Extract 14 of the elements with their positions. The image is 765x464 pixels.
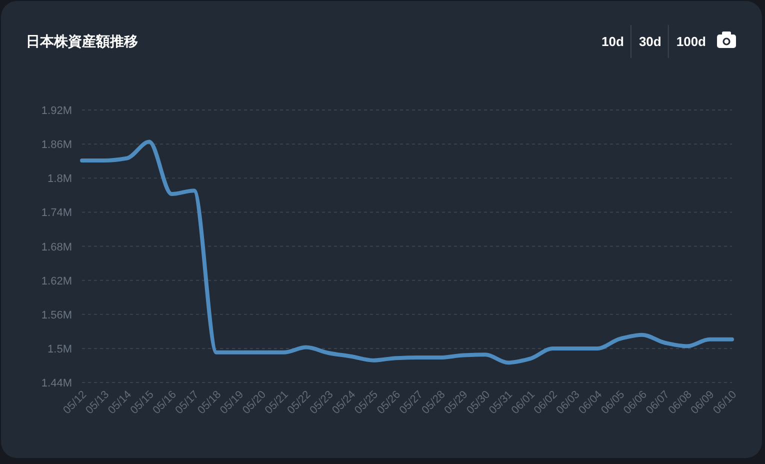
y-tick-label: 1.8M [48, 173, 72, 186]
text: 10d [602, 34, 624, 49]
y-tick-label: 1.5M [48, 343, 72, 356]
y-tick-label: 1.44M [41, 378, 72, 390]
text: 100d [676, 34, 706, 49]
y-tick-label: 1.92M [41, 105, 72, 117]
text: 30d [638, 34, 662, 49]
y-tick-label: 1.86M [41, 139, 72, 152]
chart-title: 日本株資産額推移 [26, 33, 138, 49]
y-tick-label: 1.56M [41, 309, 72, 322]
y-tick-label: 1.62M [41, 275, 72, 288]
line-series [80, 140, 734, 365]
y-tick-label: 1.68M [41, 241, 72, 254]
y-tick-label: 1.74M [41, 207, 72, 220]
